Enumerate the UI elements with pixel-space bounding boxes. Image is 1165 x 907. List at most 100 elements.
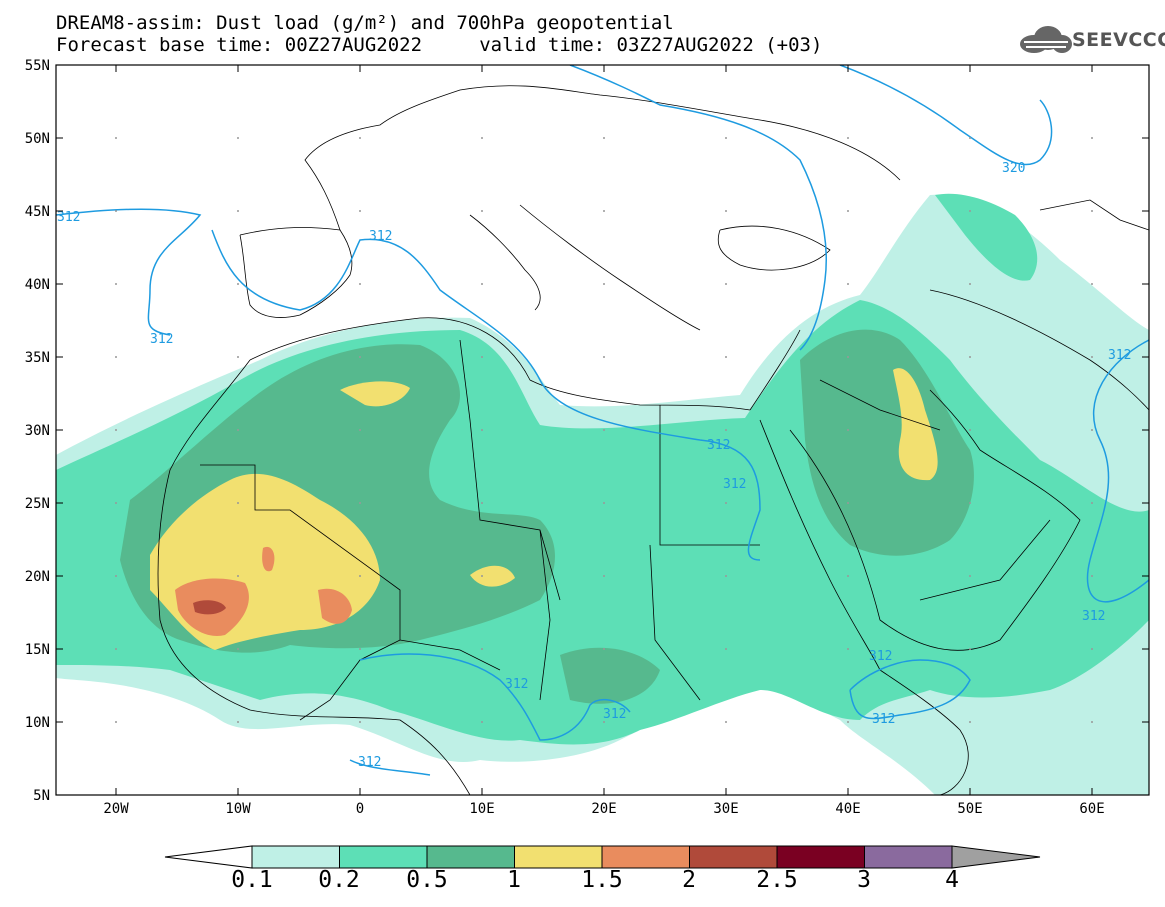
coastline-levant [749,329,801,411]
grid-dot [969,429,971,431]
grid-dot [237,429,239,431]
contour-label: 312 [872,712,895,727]
contour-label: 312 [505,677,528,692]
coastline-balkans [519,204,701,331]
colorbar-label: 1.5 [581,867,623,893]
grid-dot [969,575,971,577]
grid-dot [603,137,605,139]
lat-label: 35N [24,350,50,366]
lon-label: 40E [835,801,861,817]
grid-dot [115,648,117,650]
colorbar [164,845,1041,869]
grid-dot [1091,648,1093,650]
coastline-west-africa [157,359,471,795]
contour-label: 312 [369,229,392,244]
coastline-iran [929,289,1149,411]
logo-text: SEEVCCC [1072,29,1165,51]
grid-dot [847,283,849,285]
coastlines-and-borders [157,85,1149,795]
border-2 [459,339,561,601]
dust-level-0.5-arabia [800,329,974,556]
border-6 [819,379,941,431]
contour-312-horn [849,659,971,720]
coastline-western-europe [304,85,901,231]
lat-label: 25N [24,496,50,512]
grid-dot [847,502,849,504]
border-8 [299,639,501,721]
contour-312-west [56,208,202,336]
grid-dot [359,356,361,358]
lat-label: 20N [24,569,50,585]
contour-312-iberia [211,229,761,561]
grid-dot [725,283,727,285]
border-7 [919,519,1051,601]
contour-label: 312 [57,210,80,225]
grid-dot [481,502,483,504]
coastline-iberia [239,227,353,318]
lat-label: 45N [24,204,50,220]
grid-dot [1091,210,1093,212]
grid-dot [359,210,361,212]
contour-label: 312 [869,649,892,664]
grid-dot [481,648,483,650]
contour-312-africa [359,653,631,741]
grid-dot [1091,502,1093,504]
lat-label: 15N [24,642,50,658]
border-9 [1039,199,1149,231]
colorbar-segment [339,845,428,869]
grid-dot [115,429,117,431]
lat-label: 30N [24,423,50,439]
grid-dot [969,648,971,650]
grid-dot [969,502,971,504]
lon-label: 30E [713,801,739,817]
grid-dot [603,648,605,650]
map-subtitle: Forecast base time: 00Z27AUG2022 valid t… [56,34,823,56]
grid-dot [725,575,727,577]
lon-label: 20W [103,801,129,817]
grid-dot [725,356,727,358]
grid-dot [725,137,727,139]
grid-dot [237,283,239,285]
grid-dot [603,575,605,577]
lon-label: 10W [225,801,251,817]
lon-label: 10E [469,801,495,817]
colorbar-over-triangle [951,845,1041,869]
map-title: DREAM8-assim: Dust load (g/m²) and 700hP… [56,12,674,34]
lon-label: 60E [1079,801,1105,817]
lat-label: 5N [33,788,50,804]
dust-level-1.5-small [262,546,275,572]
contour-label: 312 [723,477,746,492]
lon-label: 50E [957,801,983,817]
coastline-north-africa [249,317,751,411]
border-4 [539,529,551,701]
grid-dot [359,721,361,723]
contour-label: 312 [1108,348,1131,363]
grid-dot [969,721,971,723]
dust-level-1-niger [470,565,515,587]
contour-label: 312 [707,438,730,453]
colorbar-label: 4 [945,867,959,893]
colorbar-segment [601,845,690,869]
contour-label: 312 [150,332,173,347]
grid-dot [481,721,483,723]
grid-dot [237,210,239,212]
grid-dot [847,721,849,723]
contour-label: 312 [358,755,381,770]
border-3 [659,405,760,546]
colorbar-segment [514,845,603,869]
grid-dot [1091,429,1093,431]
colorbar-segment [776,845,865,869]
grid-dot [725,721,727,723]
lon-label: 20E [591,801,617,817]
colorbar-label: 1 [507,867,521,893]
grid-dot [237,648,239,650]
colorbar-segment [426,845,515,869]
grid-dot [481,137,483,139]
grid-dot [603,429,605,431]
lat-label: 55N [24,58,50,74]
grid-dots [115,137,1093,723]
grid-dot [237,356,239,358]
grid-dot [481,283,483,285]
grid-dot [969,356,971,358]
